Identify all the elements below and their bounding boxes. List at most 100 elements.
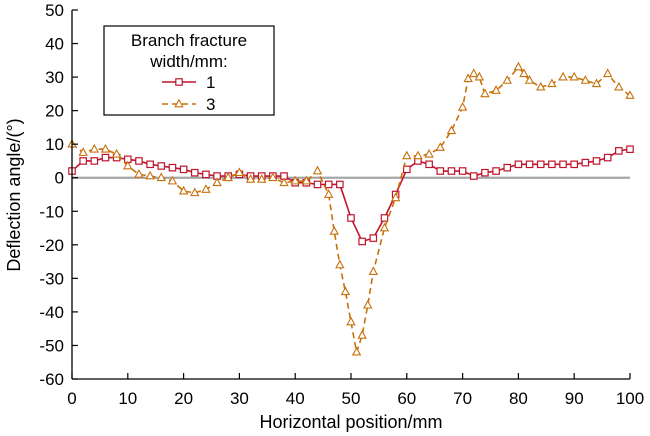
y-tick-label: -60 — [39, 370, 64, 389]
series-1-point — [202, 170, 210, 179]
series-3-point — [535, 81, 546, 91]
series-3-point — [524, 75, 535, 84]
series-3-point — [480, 88, 490, 98]
series-1-point — [615, 147, 623, 155]
series-3-point — [78, 147, 88, 156]
series-3-point — [614, 81, 624, 91]
series-1-point — [548, 160, 556, 169]
series-1-point — [469, 172, 478, 180]
series-3-point — [368, 266, 379, 276]
series-1-point — [436, 167, 445, 175]
series-1-line — [71, 148, 631, 243]
series-1-point — [503, 163, 512, 172]
x-tick-label: 90 — [565, 389, 584, 408]
legend-title-line-1: Branch fracture — [131, 31, 247, 50]
x-tick-label: 10 — [118, 389, 137, 408]
legend-items: 13 — [162, 73, 215, 114]
series-1-point — [447, 167, 456, 175]
series-1-point — [358, 237, 366, 246]
legend-item-3-marker — [174, 98, 184, 108]
x-tick-label: 0 — [67, 389, 76, 408]
series-1-point — [90, 157, 99, 165]
series-1-point — [313, 180, 322, 189]
series-1-point — [603, 153, 612, 162]
series-1-point — [458, 167, 467, 175]
x-tick-label: 40 — [286, 389, 305, 408]
series-3-point — [167, 175, 178, 185]
series-1-point — [559, 160, 567, 169]
y-tick-label: 10 — [45, 135, 64, 154]
series-group — [67, 61, 635, 356]
series-1-point — [581, 158, 590, 167]
series-3-point — [591, 78, 602, 88]
series-3 — [67, 61, 635, 356]
y-tick-label: -20 — [39, 236, 64, 255]
series-3-point — [156, 172, 167, 182]
series-1-point — [570, 160, 579, 169]
series-3-point — [547, 78, 557, 88]
series-1-point — [146, 160, 154, 169]
x-tick-label: 30 — [230, 389, 249, 408]
series-1-point — [592, 157, 601, 165]
y-axis-title: Deflection angle/(°) — [4, 118, 24, 271]
series-3-point — [100, 143, 111, 153]
series-3-point — [351, 346, 362, 356]
series-1-point — [157, 162, 166, 170]
series-1-point — [179, 165, 188, 174]
series-3-point — [234, 167, 245, 177]
series-1-point — [380, 214, 389, 222]
series-3-point — [145, 170, 155, 180]
series-1-point — [403, 165, 411, 174]
x-tick-label: 60 — [397, 389, 416, 408]
series-1-point — [324, 180, 333, 189]
y-tick-label: -50 — [39, 336, 64, 355]
series-3-point — [301, 175, 312, 185]
series-3-point — [201, 184, 211, 193]
x-axis-title: Horizontal position/mm — [259, 412, 442, 432]
legend-item-1-label: 1 — [206, 73, 215, 92]
x-tick-label: 20 — [174, 389, 193, 408]
series-1-point — [481, 168, 489, 177]
series-3-point — [357, 330, 367, 339]
series-1-point — [626, 145, 634, 154]
series-3-point — [340, 286, 351, 296]
series-1-point — [347, 214, 355, 222]
series-3-point — [424, 148, 434, 158]
legend-item-3-label: 3 — [206, 95, 215, 114]
series-3-line — [71, 65, 631, 353]
legend-item-3: 3 — [162, 95, 215, 114]
series-3-point — [469, 68, 479, 78]
series-3-point — [457, 101, 468, 111]
series-3-point — [363, 299, 373, 309]
series-1 — [68, 145, 634, 246]
series-3-point — [323, 189, 334, 198]
series-1-point — [536, 160, 545, 169]
series-3-point — [519, 68, 529, 78]
series-1-point — [135, 157, 143, 165]
series-3-point — [346, 316, 356, 326]
series-3-point — [190, 187, 200, 197]
series-3-point — [123, 160, 133, 170]
series-3-point — [223, 172, 233, 182]
series-1-point — [369, 234, 378, 242]
series-3-point — [491, 85, 501, 94]
series-3-point — [329, 226, 339, 235]
series-3-point — [463, 73, 473, 83]
series-3-point — [290, 175, 300, 185]
series-1-point — [514, 160, 523, 169]
x-tick-label: 100 — [616, 389, 644, 408]
series-1-point — [168, 163, 177, 172]
legend-box — [103, 25, 275, 116]
series-3-point — [390, 192, 401, 202]
x-tick-label: 70 — [453, 389, 472, 408]
series-1-point — [425, 160, 433, 169]
series-3-point — [402, 150, 412, 160]
series-3-point — [413, 150, 423, 160]
series-1-point — [336, 180, 344, 189]
y-tick-label: 20 — [45, 102, 64, 121]
y-tick-label: 50 — [45, 1, 64, 20]
series-3-point — [435, 142, 446, 151]
series-3-point — [335, 259, 345, 269]
series-3-point — [212, 177, 222, 187]
